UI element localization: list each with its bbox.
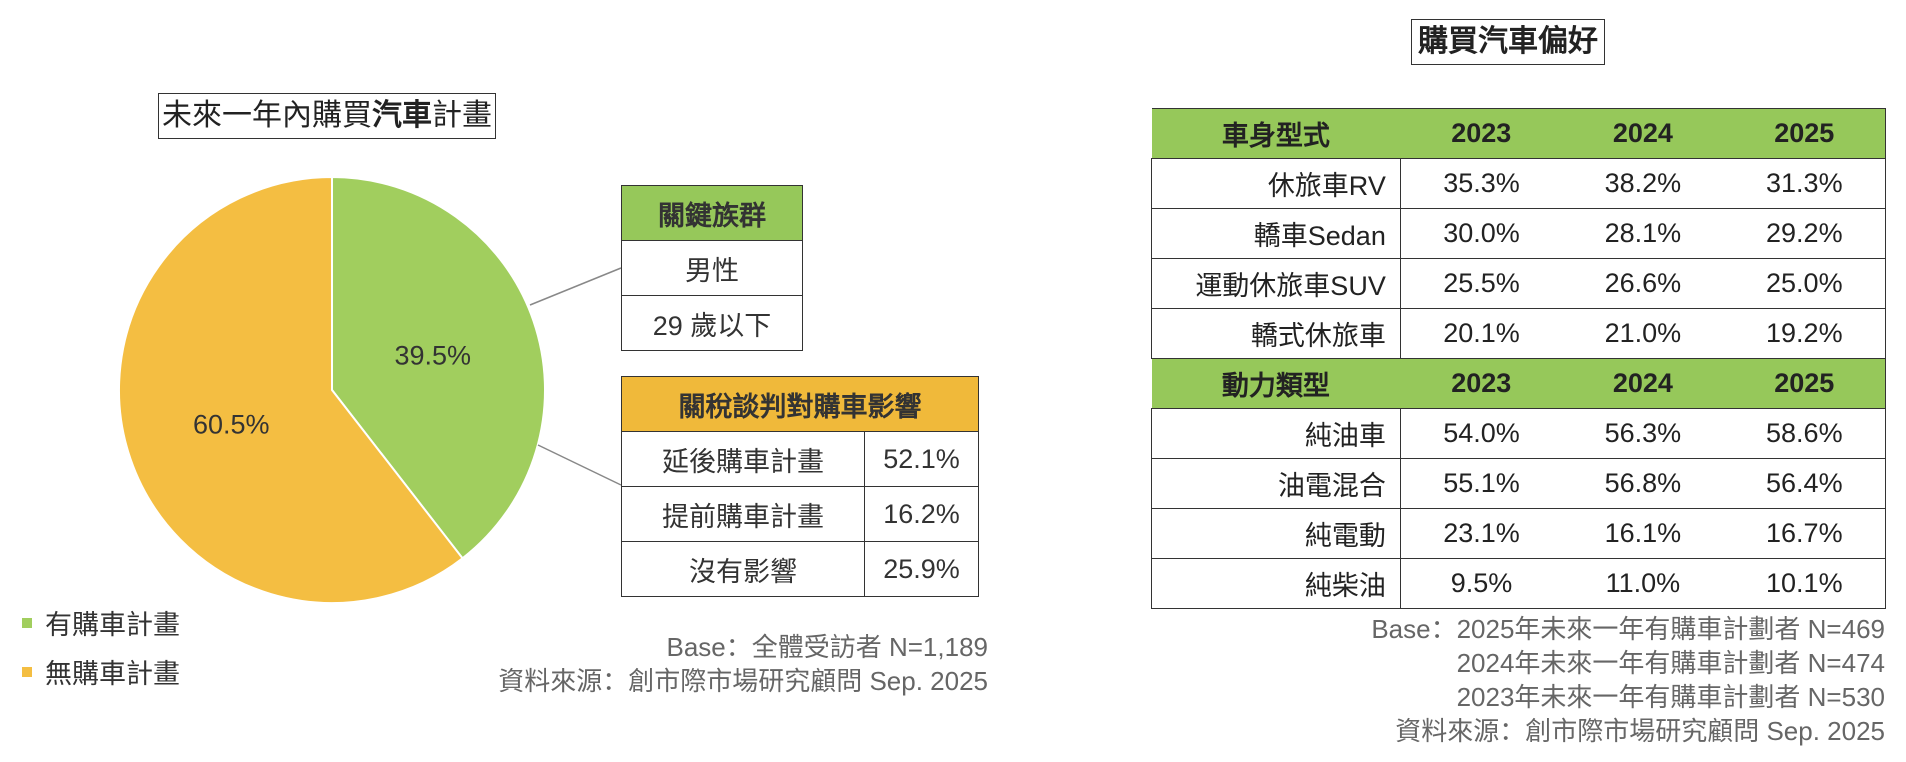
cell-value: 55.1% <box>1400 458 1563 509</box>
pie-slices: 39.5% 60.5% <box>118 175 546 604</box>
pie-chart-title: 未來一年內購買汽車計畫 <box>158 93 496 139</box>
row-label: 轎車Sedan <box>1151 208 1401 259</box>
pie-slice-no-plan <box>118 175 464 604</box>
cell-value: 56.8% <box>1562 458 1724 509</box>
tariff-row-value: 25.9% <box>864 541 979 597</box>
table-row: 油電混合 55.1% 56.8% 56.4% <box>1151 458 1886 509</box>
cell-value: 30.0% <box>1400 208 1563 259</box>
cell-value: 38.2% <box>1562 158 1724 209</box>
table-row: 轎式休旅車 20.1% 21.0% 19.2% <box>1151 308 1886 359</box>
tariff-row-value: 16.2% <box>864 486 979 542</box>
connector-line-key-group <box>529 267 622 306</box>
section-header: 動力類型 <box>1151 358 1401 409</box>
cell-value: 28.1% <box>1562 208 1724 259</box>
tariff-header: 關稅談判對購車影響 <box>621 376 979 432</box>
row-label: 純油車 <box>1151 408 1401 459</box>
cell-value: 23.1% <box>1400 508 1563 559</box>
cell-value: 9.5% <box>1400 558 1563 609</box>
cell-value: 31.3% <box>1723 158 1886 209</box>
year-header: 2023 <box>1400 358 1563 409</box>
cell-value: 16.1% <box>1562 508 1724 559</box>
tariff-impact-table: 關稅談判對購車影響 延後購車計畫 52.1% 提前購車計畫 16.2% 沒有影響… <box>621 376 979 597</box>
right-base-note: Base：2025年未來一年有購車計劃者 N=469 <box>1371 614 1885 644</box>
preference-table: 車身型式 2023 2024 2025 休旅車RV 35.3% 38.2% 31… <box>1151 108 1886 609</box>
legend-label: 無購車計畫 <box>45 659 180 689</box>
year-header: 2024 <box>1562 108 1724 159</box>
cell-value: 25.5% <box>1400 258 1563 309</box>
row-label: 休旅車RV <box>1151 158 1401 209</box>
preference-title: 購買汽車偏好 <box>1411 19 1605 65</box>
row-label: 純柴油 <box>1151 558 1401 609</box>
key-group-header: 關鍵族群 <box>621 185 803 241</box>
legend-swatch-yellow <box>22 666 32 677</box>
cell-value: 29.2% <box>1723 208 1886 259</box>
table-row: 純油車 54.0% 56.3% 58.6% <box>1151 408 1886 459</box>
pie-title-bold: 汽車 <box>372 99 432 132</box>
cell-value: 20.1% <box>1400 308 1563 359</box>
cell-value: 35.3% <box>1400 158 1563 209</box>
right-base-note: 2024年未來一年有購車計劃者 N=474 <box>1456 648 1885 678</box>
cell-value: 19.2% <box>1723 308 1886 359</box>
pie-slice-has-plan <box>331 175 546 560</box>
year-header: 2024 <box>1562 358 1724 409</box>
table-row: 純電動 23.1% 16.1% 16.7% <box>1151 508 1886 559</box>
section-header: 車身型式 <box>1151 108 1401 159</box>
connector-line-tariff <box>537 444 622 486</box>
pie-title-part1: 未來一年內購買 <box>162 99 372 132</box>
legend-swatch-green <box>22 617 32 628</box>
cell-value: 56.3% <box>1562 408 1724 459</box>
tariff-row-label: 延後購車計畫 <box>621 431 865 487</box>
key-group-row: 29 歲以下 <box>621 295 803 351</box>
row-label: 純電動 <box>1151 508 1401 559</box>
left-base-note: Base：全體受訪者 N=1,189 <box>666 632 988 662</box>
cell-value: 25.0% <box>1723 258 1886 309</box>
cell-value: 21.0% <box>1562 308 1724 359</box>
cell-value: 26.6% <box>1562 258 1724 309</box>
cell-value: 58.6% <box>1723 408 1886 459</box>
legend-label: 有購車計畫 <box>45 610 180 640</box>
table-row: 轎車Sedan 30.0% 28.1% 29.2% <box>1151 208 1886 259</box>
year-header: 2025 <box>1723 108 1886 159</box>
cell-value: 16.7% <box>1723 508 1886 559</box>
pie-data-label: 60.5% <box>193 409 270 439</box>
left-source-note: 資料來源：創市際市場研究顧問 Sep. 2025 <box>498 666 988 696</box>
cell-value: 11.0% <box>1562 558 1724 609</box>
table-row: 運動休旅車SUV 25.5% 26.6% 25.0% <box>1151 258 1886 309</box>
cell-value: 56.4% <box>1723 458 1886 509</box>
pie-data-label: 39.5% <box>394 341 471 371</box>
pie-title-part2: 計畫 <box>432 99 492 132</box>
right-source-note: 資料來源：創市際市場研究顧問 Sep. 2025 <box>1395 716 1885 746</box>
key-group-row: 男性 <box>621 240 803 296</box>
key-group-table: 關鍵族群 男性 29 歲以下 <box>621 185 803 351</box>
row-label: 轎式休旅車 <box>1151 308 1401 359</box>
row-label: 運動休旅車SUV <box>1151 258 1401 309</box>
right-base-note: 2023年未來一年有購車計劃者 N=530 <box>1456 682 1885 712</box>
legend-item-no-plan: 無購車計畫 <box>22 652 180 691</box>
tariff-row-value: 52.1% <box>864 431 979 487</box>
tariff-row-label: 提前購車計畫 <box>621 486 865 542</box>
table-row: 休旅車RV 35.3% 38.2% 31.3% <box>1151 158 1886 209</box>
year-header: 2025 <box>1723 358 1886 409</box>
year-header: 2023 <box>1400 108 1563 159</box>
cell-value: 54.0% <box>1400 408 1563 459</box>
row-label: 油電混合 <box>1151 458 1401 509</box>
section-header-row: 動力類型 2023 2024 2025 <box>1151 358 1886 409</box>
cell-value: 10.1% <box>1723 558 1886 609</box>
tariff-row-label: 沒有影響 <box>621 541 865 597</box>
legend-item-has-plan: 有購車計畫 <box>22 603 180 642</box>
section-header-row: 車身型式 2023 2024 2025 <box>1151 108 1886 159</box>
table-row: 純柴油 9.5% 11.0% 10.1% <box>1151 558 1886 609</box>
